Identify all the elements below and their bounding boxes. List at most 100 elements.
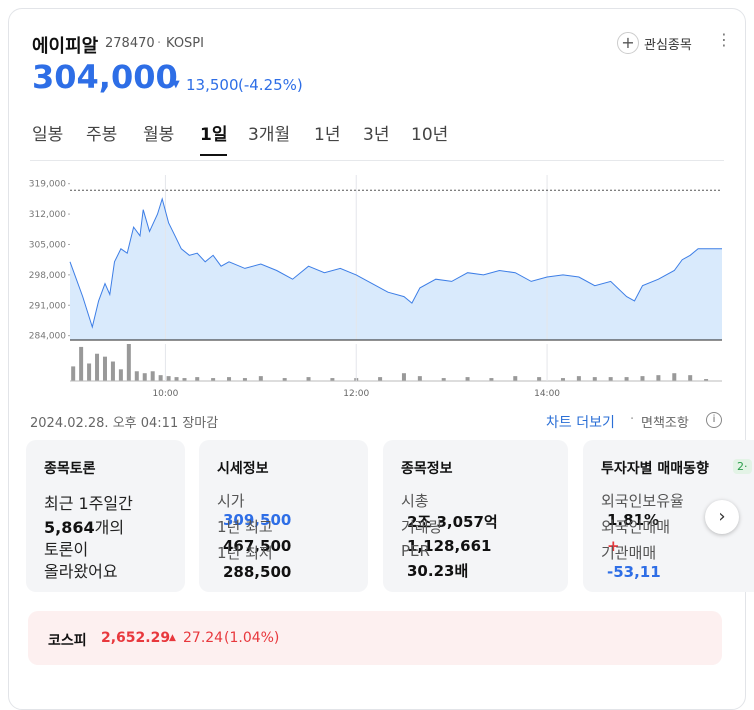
volume-bar <box>102 356 107 381</box>
tab[interactable]: 월봉 <box>143 125 175 145</box>
add-icon[interactable]: + <box>617 32 639 54</box>
volume-bar <box>211 378 216 381</box>
index-bar[interactable] <box>28 611 722 665</box>
volume-bar <box>142 373 147 381</box>
info-row: 거래량 1,128,661 <box>401 516 491 555</box>
dot: · <box>630 412 635 427</box>
row-value: 1.81% <box>607 511 660 529</box>
card-text: 올라왔어요 <box>44 562 118 581</box>
discussion-card[interactable]: 종목토론 최근 1주일간 5,864개의 토론이 올라왔어요 <box>26 440 185 592</box>
volume-bar <box>79 346 84 381</box>
row-value: 1,128,661 <box>407 537 492 555</box>
volume-bar <box>242 378 247 381</box>
row-value: 30.23배 <box>407 562 469 580</box>
index-name: 코스피 <box>48 633 87 649</box>
card-text: 5,864개의 <box>44 514 124 538</box>
info-row: PER 30.23배 <box>401 542 468 581</box>
date: 2024.02.28. 오후 04:11 장마감 <box>30 416 219 431</box>
change-pct: (-4.25%) <box>238 76 303 94</box>
info-row: 1년 최고 467,500 <box>217 516 291 555</box>
index-change-pct: (1.04%) <box>224 630 280 646</box>
volume-bar <box>150 371 155 381</box>
info-row: 1년 최저 288,500 <box>217 542 291 581</box>
tab[interactable]: 3개월 <box>248 125 291 145</box>
y-tick-label: 291,000 <box>29 301 66 311</box>
row-label: 외국인매매 <box>601 518 671 536</box>
volume-bar <box>592 377 597 381</box>
more-menu[interactable]: ⋮ <box>716 30 732 49</box>
volume-bar <box>672 373 677 381</box>
volume-bar <box>126 344 131 381</box>
index-change: 27.24 <box>183 630 224 646</box>
chart: 284,000 291,000 298,000 305,000 312,000 319,0… <box>29 175 722 399</box>
volume-bar <box>465 377 470 381</box>
info-row: 시가 309,500 <box>217 490 291 529</box>
card-text: 최근 1주일간 <box>44 494 133 513</box>
info-row: 외국인매매 + <box>601 516 670 555</box>
volume-bar <box>688 375 693 381</box>
volume-bar <box>110 361 115 381</box>
card-title: 종목정보 <box>401 461 453 477</box>
y-tick-label: 319,000 <box>29 180 66 190</box>
market: KOSPI <box>166 36 204 51</box>
volume-bar <box>704 379 709 381</box>
tab[interactable]: 1일 <box>200 120 228 156</box>
up-arrow: ▲ <box>169 633 176 643</box>
row-value: 467,500 <box>223 537 292 555</box>
volume-bar <box>378 377 383 381</box>
volume-bar <box>489 378 494 381</box>
volume-bar <box>134 371 139 381</box>
tab[interactable]: 3년 <box>363 125 390 145</box>
row-value: 2조 3,057억 <box>407 513 498 531</box>
tab[interactable]: 10년 <box>411 125 449 145</box>
y-tick-label: 312,000 <box>29 210 66 220</box>
volume-bar <box>195 377 200 381</box>
volume-bar <box>227 377 232 381</box>
tab[interactable]: 1년 <box>314 125 341 145</box>
info-row: 외국인보유율 1.81% <box>601 490 684 529</box>
row-value: -53,11 <box>607 563 661 581</box>
card-title: 종목토론 <box>44 461 96 477</box>
tab[interactable]: 주봉 <box>86 125 118 145</box>
volume-bar <box>166 376 171 381</box>
next-button[interactable]: › <box>705 500 739 534</box>
row-value: + <box>607 537 620 555</box>
row-label: 기관매매 <box>601 544 657 562</box>
card-title: 투자자별 매매동향 <box>601 461 709 477</box>
volume-bar <box>174 377 179 381</box>
row-label: 시총 <box>401 492 429 510</box>
row-value: 288,500 <box>223 563 292 581</box>
card-text: 토론이 <box>44 540 89 559</box>
volume-bar <box>608 377 613 381</box>
area <box>70 198 722 340</box>
tab[interactable]: 일봉 <box>32 125 64 145</box>
disclaimer[interactable]: 면책조항 <box>641 416 689 431</box>
row-label: 시가 <box>217 492 245 510</box>
info-row: 기관매매 -53,11 <box>601 542 661 581</box>
dot: · <box>157 36 162 51</box>
volume-bar <box>95 353 100 381</box>
volume-bar <box>87 363 92 381</box>
volume-bar <box>656 375 661 381</box>
volume-bar <box>182 378 187 381</box>
row-label: 1년 최저 <box>217 544 273 562</box>
badge: 2· <box>733 459 752 474</box>
change: 13,500 <box>186 76 239 94</box>
row-label: PER <box>401 542 430 560</box>
info-icon[interactable]: i <box>706 412 722 428</box>
volume-bar <box>537 377 542 381</box>
volume-bar <box>158 375 163 381</box>
volume-bar <box>282 378 287 381</box>
row-label: 1년 최고 <box>217 518 273 536</box>
volume-bar <box>441 378 446 381</box>
info-row: 시총 2조 3,057억 <box>401 490 498 532</box>
chart-more[interactable]: 차트 더보기 <box>546 415 615 431</box>
price-line <box>69 197 722 329</box>
quote-card[interactable]: 시세정보 시가 309,500 1년 최고 467,500 1년 최저 288,500 <box>199 440 368 592</box>
index-value: 2,652.29 <box>101 630 171 646</box>
stock-name: 에이피알 <box>32 36 99 57</box>
volume-bar <box>401 373 406 381</box>
watch-button[interactable]: 관심종목 <box>644 38 692 53</box>
count: 5,864 <box>44 518 95 537</box>
